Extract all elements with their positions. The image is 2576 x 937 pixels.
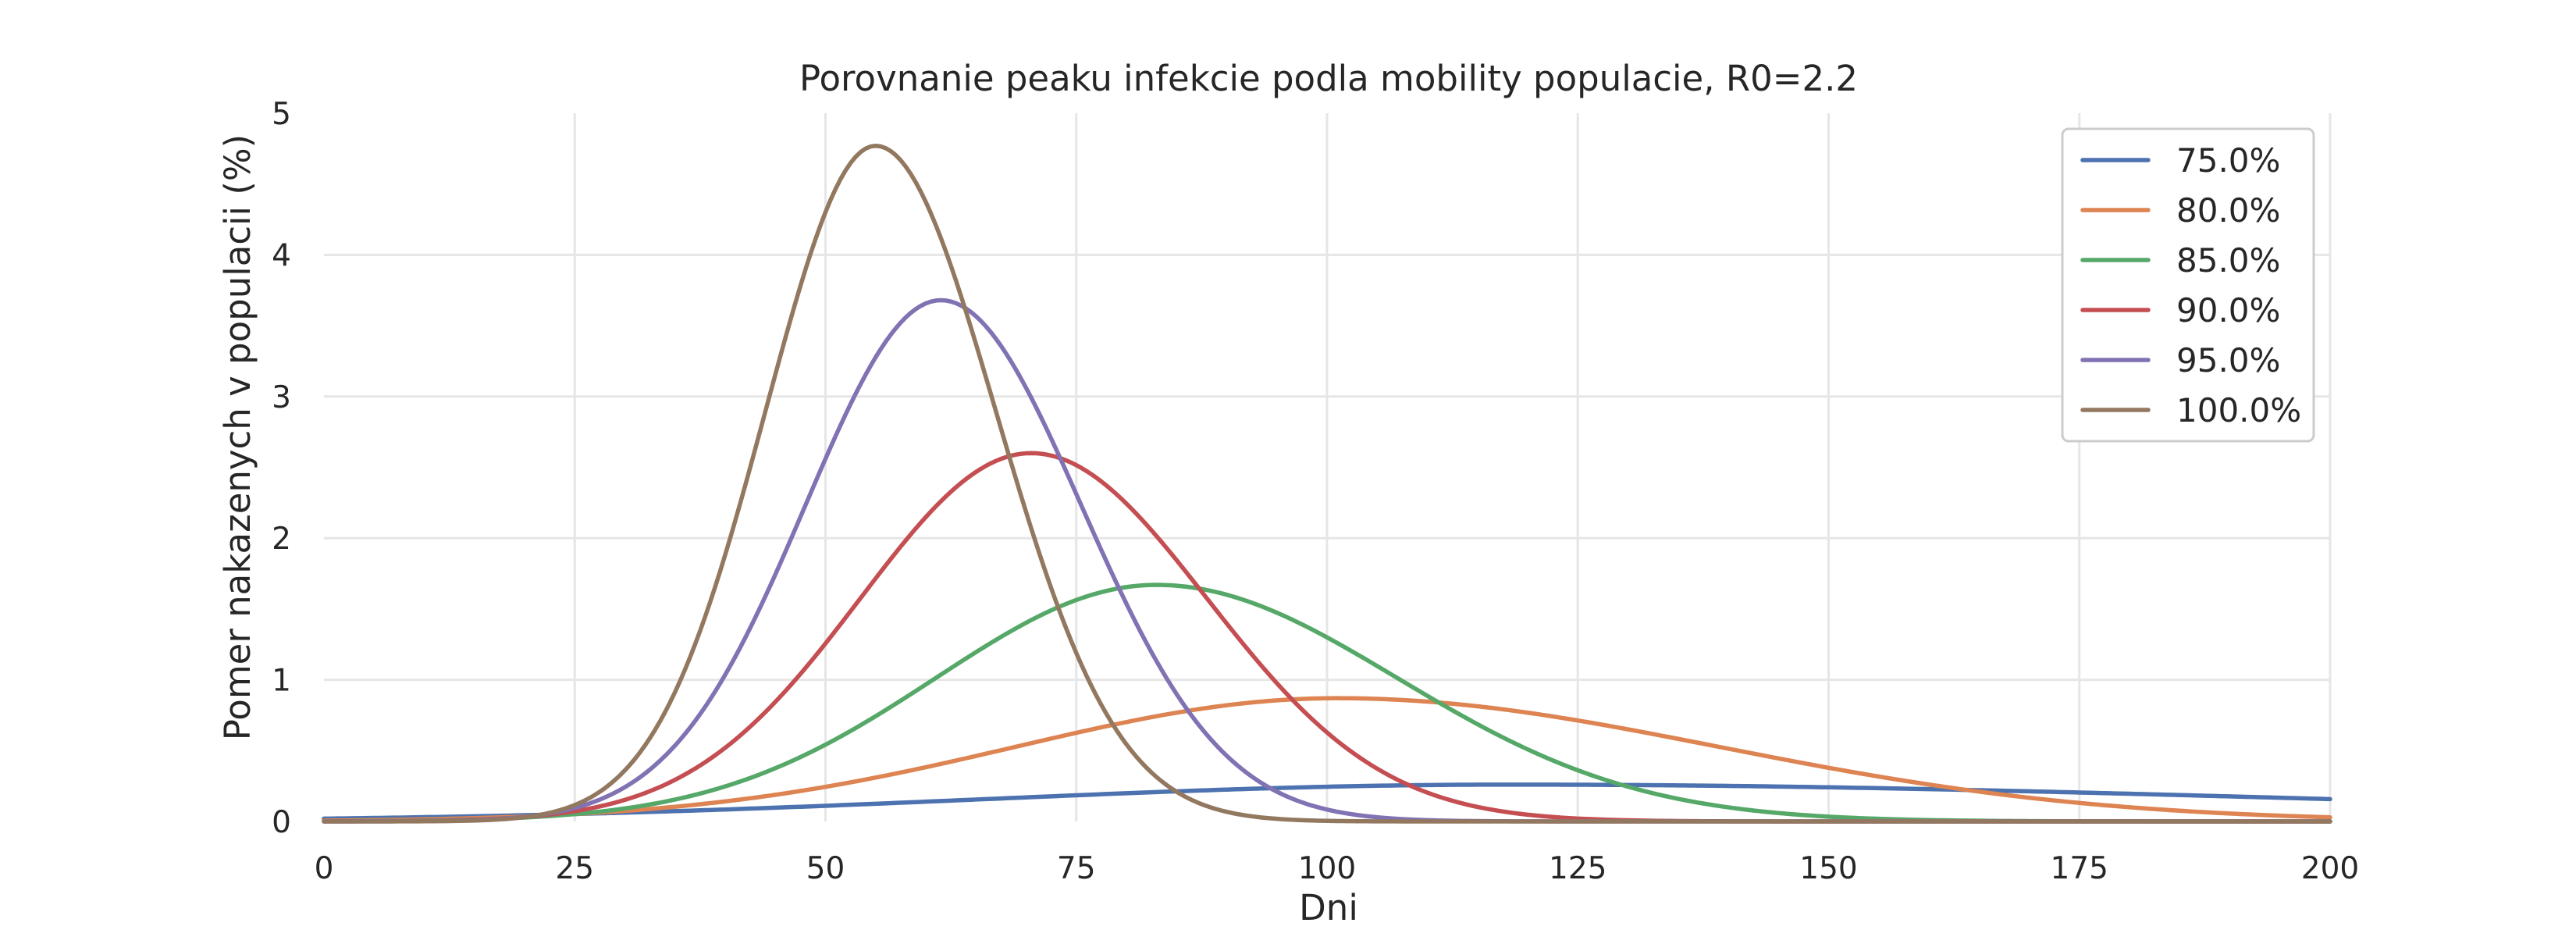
legend-label: 80.0% [2176,191,2280,230]
y-axis-title: Pomer nakazenych v populacii (%) [217,134,258,740]
legend-item: 75.0% [2080,141,2280,180]
legend-item: 95.0% [2080,341,2280,379]
x-tick-label: 100 [1298,851,1356,886]
legend-item: 100.0% [2080,391,2301,429]
x-tick-label: 75 [1057,851,1096,886]
chart-title: Porovnanie peaku infekcie podla mobility… [799,58,1858,99]
y-tick-label: 0 [272,805,291,840]
legend-label: 90.0% [2176,291,2280,330]
x-tick-label: 0 [315,851,334,886]
x-axis-title: Dni [1299,887,1358,928]
legend: 75.0% 80.0% 85.0% 90.0% 95.0% 100.0% [2061,127,2315,443]
y-tick-label: 5 [272,97,291,132]
series-line-750 [322,782,2332,821]
x-tick-label: 25 [555,851,594,886]
legend-item: 80.0% [2080,191,2280,230]
y-tick-label: 1 [272,664,291,699]
series-line-800 [322,696,2332,823]
series-line-1000 [322,143,2332,824]
x-tick-label: 125 [1549,851,1606,886]
y-tick-label: 2 [272,522,291,557]
legend-label: 85.0% [2176,241,2280,280]
grid [324,113,2332,821]
y-tick-label: 4 [272,238,291,273]
legend-label: 75.0% [2176,141,2280,180]
series-lines [322,143,2332,824]
axis-ticks: 0 25 50 75 100 125 150 175 200 0 1 2 3 4 5 [272,97,2359,886]
x-tick-label: 50 [806,851,845,886]
x-tick-label: 150 [1799,851,1857,886]
x-tick-label: 200 [2301,851,2359,886]
legend-item: 90.0% [2080,291,2280,330]
x-tick-label: 175 [2051,851,2108,886]
y-tick-label: 3 [272,380,291,415]
legend-label: 95.0% [2176,341,2280,379]
legend-label: 100.0% [2176,391,2301,429]
legend-box [2061,127,2315,443]
legend-item: 85.0% [2080,241,2280,280]
